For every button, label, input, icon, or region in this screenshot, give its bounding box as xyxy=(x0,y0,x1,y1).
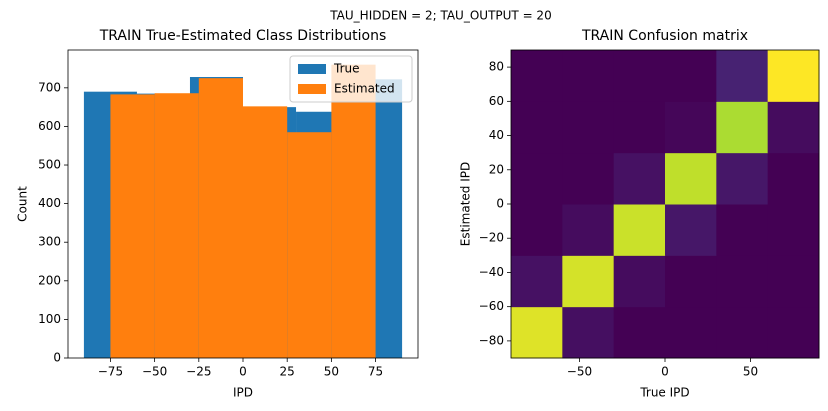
heatmap-cell xyxy=(716,306,769,359)
y-tick-label: 0 xyxy=(53,351,61,365)
y-tick-label: −60 xyxy=(479,299,504,313)
x-tick-label: −50 xyxy=(567,365,592,379)
heatmap-cell xyxy=(511,50,563,102)
figure-title: TAU_HIDDEN = 2; TAU_OUTPUT = 20 xyxy=(329,9,551,23)
heatmap-cell xyxy=(767,204,820,256)
heatmap-cell xyxy=(716,255,769,308)
histogram-bar xyxy=(243,106,288,358)
y-tick-label: 700 xyxy=(38,80,61,94)
histogram-bar xyxy=(154,93,199,358)
heatmap-cell xyxy=(716,204,769,256)
x-tick-label: 75 xyxy=(368,365,383,379)
y-tick-label: 300 xyxy=(38,235,61,249)
heatmap-cell xyxy=(665,50,717,102)
histogram-bar xyxy=(287,132,332,358)
y-tick-label: 600 xyxy=(38,119,61,133)
y-tick-label: 500 xyxy=(38,158,61,172)
heatmap-cell xyxy=(716,152,769,205)
heatmap-cell xyxy=(613,204,666,256)
x-tick-label: −25 xyxy=(186,365,211,379)
heatmap-cell xyxy=(613,50,666,102)
heatmap-cell xyxy=(613,101,666,154)
legend-label: True xyxy=(333,62,360,76)
histogram-bar xyxy=(198,78,243,358)
y-tick-label: 60 xyxy=(489,94,504,108)
heatmap-cell xyxy=(511,255,563,308)
heatmap-cell xyxy=(665,204,717,256)
y-axis-label: Count xyxy=(16,186,30,222)
x-axis-label: IPD xyxy=(233,386,253,400)
y-tick-label: 40 xyxy=(489,128,504,142)
y-tick-label: −20 xyxy=(479,231,504,245)
heatmap-cell xyxy=(562,101,615,154)
heatmap-cell xyxy=(613,152,666,205)
heatmap-cell xyxy=(511,306,563,359)
y-tick-label: −40 xyxy=(479,265,504,279)
legend-label: Estimated xyxy=(334,82,395,96)
x-tick-label: −75 xyxy=(98,365,123,379)
y-tick-label: 100 xyxy=(38,312,61,326)
x-axis-label: True IPD xyxy=(639,386,689,400)
heatmap-cell xyxy=(562,50,615,102)
heatmap-cell xyxy=(562,306,615,359)
heatmap-cell xyxy=(716,101,769,154)
heatmap-cell xyxy=(562,255,615,308)
heatmap-cell xyxy=(767,255,820,308)
heatmap-cell xyxy=(767,152,820,205)
heatmap-cell xyxy=(665,255,717,308)
y-axis-label: Estimated IPD xyxy=(459,162,473,246)
y-tick-label: 20 xyxy=(489,162,504,176)
heatmap-cell xyxy=(511,204,563,256)
legend-swatch xyxy=(298,64,326,74)
histogram-bar xyxy=(331,64,376,359)
heatmap-cell xyxy=(562,152,615,205)
heatmap-cell xyxy=(767,50,820,102)
y-tick-label: 400 xyxy=(38,196,61,210)
heatmap-cell xyxy=(665,306,717,359)
heatmap-cell xyxy=(767,101,820,154)
chart-title: TRAIN True-Estimated Class Distributions xyxy=(99,28,387,44)
heatmap-cell xyxy=(665,152,717,205)
heatmap-cell xyxy=(613,255,666,308)
heatmap-cell xyxy=(511,152,563,205)
y-tick-label: 0 xyxy=(496,197,504,211)
histogram-bar xyxy=(110,94,155,359)
heatmap-cell xyxy=(716,50,769,102)
heatmap-cell xyxy=(767,306,820,359)
y-tick-label: 200 xyxy=(38,273,61,287)
legend-swatch xyxy=(298,84,326,94)
y-tick-label: −80 xyxy=(479,333,504,347)
x-tick-label: 0 xyxy=(239,365,247,379)
x-tick-label: −50 xyxy=(142,365,167,379)
x-tick-label: 25 xyxy=(280,365,295,379)
x-tick-label: 0 xyxy=(661,365,669,379)
heatmap-cell xyxy=(562,204,615,256)
x-tick-label: 50 xyxy=(743,365,758,379)
heatmap-cell xyxy=(511,101,563,154)
heatmap-cell xyxy=(613,306,666,359)
heatmap-cell xyxy=(665,101,717,154)
x-tick-label: 50 xyxy=(324,365,339,379)
y-tick-label: 80 xyxy=(489,60,504,74)
chart-title: TRAIN Confusion matrix xyxy=(581,28,748,44)
